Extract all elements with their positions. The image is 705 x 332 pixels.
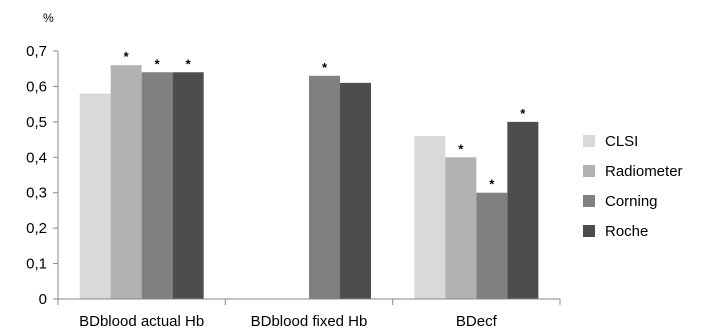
- significance-star: *: [155, 56, 161, 71]
- legend-label-corning: Corning: [605, 193, 658, 210]
- bar-corning-2: [476, 192, 508, 299]
- significance-star: *: [458, 141, 464, 156]
- legend-label-roche: Roche: [605, 223, 648, 240]
- y-tick-label: 0,2: [26, 220, 47, 237]
- x-category-label: BDblood fixed Hb: [251, 313, 368, 330]
- y-tick-label: 0,4: [26, 149, 47, 166]
- bar-radiometer-2: [445, 157, 477, 299]
- bar-corning-0: [141, 72, 173, 299]
- bar-corning-1: [309, 75, 340, 299]
- legend-swatch-roche: [583, 225, 595, 237]
- bar-clsi-0: [79, 93, 111, 299]
- y-tick-label: 0,7: [26, 43, 47, 60]
- y-tick-label: 0,1: [26, 256, 47, 273]
- bar-radiometer-0: [110, 65, 142, 300]
- legend-swatch-corning: [583, 195, 595, 207]
- x-category-label: BDblood actual Hb: [79, 313, 204, 330]
- legend-label-clsi: CLSI: [605, 133, 638, 150]
- significance-markers: * * * * * * *: [124, 49, 527, 192]
- significance-star: *: [322, 60, 328, 75]
- y-axis-unit-label: %: [43, 11, 54, 25]
- significance-star: *: [186, 56, 192, 71]
- y-tick-label: 0,5: [26, 114, 47, 131]
- y-tick-label: 0,6: [26, 78, 47, 95]
- bars: [79, 65, 539, 300]
- x-category-label: BDecf: [456, 313, 498, 330]
- significance-star: *: [489, 177, 495, 192]
- y-tick-label: 0: [39, 291, 47, 308]
- bar-roche-0: [172, 72, 204, 299]
- significance-star: *: [520, 106, 526, 121]
- legend-swatch-clsi: [583, 135, 595, 147]
- legend: CLSI Radiometer Corning Roche: [583, 133, 683, 240]
- significance-star: *: [124, 49, 130, 64]
- legend-label-radiometer: Radiometer: [605, 163, 683, 180]
- legend-swatch-radiometer: [583, 165, 595, 177]
- bar-roche-1: [340, 82, 371, 299]
- y-axis: 0 0,1 0,2 0,3 0,4 0,5 0,6 0,7: [26, 43, 59, 308]
- x-axis: BDblood actual Hb BDblood fixed Hb BDecf: [57, 298, 561, 330]
- bar-roche-2: [507, 121, 539, 299]
- y-tick-label: 0,3: [26, 185, 47, 202]
- bar-clsi-2: [414, 136, 446, 299]
